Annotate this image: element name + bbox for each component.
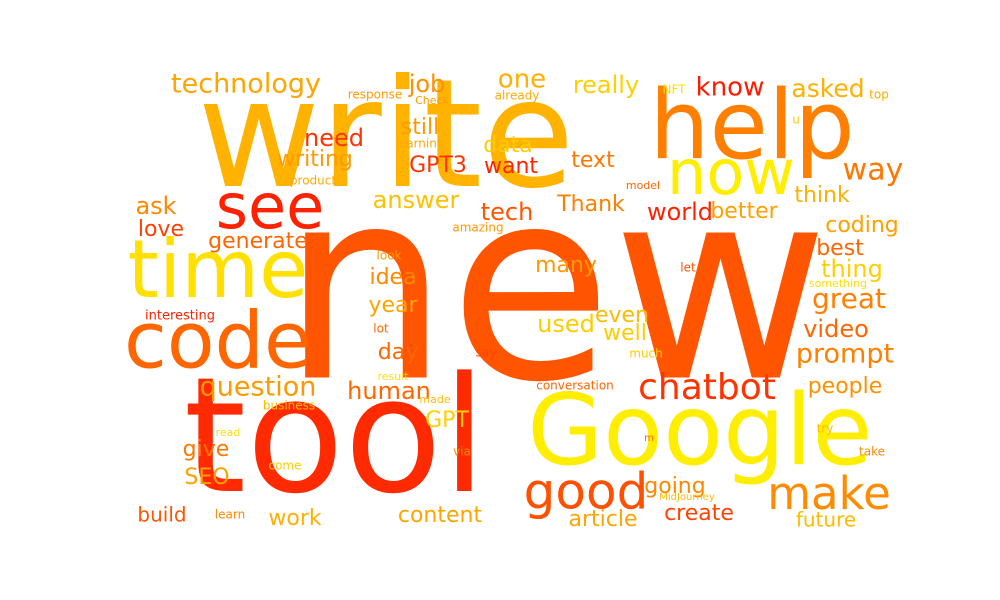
word-day: day: [378, 340, 418, 365]
word-let: let: [680, 261, 696, 275]
word-text: text: [571, 148, 615, 173]
word-need: need: [304, 124, 364, 152]
word-via: via: [453, 445, 471, 459]
word-top: top: [869, 88, 889, 102]
word-make: make: [767, 467, 891, 520]
word-response: response: [348, 88, 403, 102]
word-already: already: [495, 89, 540, 103]
word-time: time: [128, 223, 309, 316]
word-idea: idea: [369, 265, 416, 290]
word-interesting: interesting: [145, 309, 215, 324]
word-model: model: [626, 179, 660, 192]
word-world: world: [647, 198, 713, 226]
word-article: article: [568, 507, 637, 532]
word-content: content: [398, 503, 483, 528]
word-still: still: [401, 115, 439, 140]
word-made: made: [419, 393, 450, 406]
word-read: read: [216, 426, 241, 439]
word-gpt: GPT: [425, 408, 469, 433]
word-new: new: [281, 132, 829, 440]
word-much: much: [629, 347, 663, 361]
word-human: human: [347, 377, 431, 405]
word-help: help: [649, 71, 854, 181]
word-come: come: [268, 459, 301, 473]
word-best: best: [816, 236, 864, 261]
word-used: used: [537, 310, 595, 338]
word-question: question: [200, 372, 317, 403]
word-google: Google: [527, 374, 873, 488]
word-see: see: [216, 170, 325, 243]
word-say: say: [476, 346, 497, 360]
word-build: build: [137, 503, 186, 527]
word-try: try: [817, 422, 834, 436]
word-one: one: [498, 65, 546, 95]
word-want: want: [484, 154, 538, 179]
word-create: create: [664, 501, 734, 526]
word-data: data: [483, 133, 533, 158]
word-nft: NFT: [663, 83, 687, 97]
word-chatbot: chatbot: [638, 367, 776, 408]
word-business: business: [263, 399, 315, 413]
word-great: great: [812, 282, 886, 315]
word-generate: generate: [208, 229, 308, 254]
word-learning: learning: [396, 137, 445, 151]
word-amazing: amazing: [452, 221, 503, 235]
word-technology: technology: [171, 69, 321, 100]
word-tool: tool: [184, 342, 487, 529]
word-write: write: [197, 48, 574, 222]
word-good: good: [524, 463, 649, 521]
word-video: video: [803, 315, 869, 343]
word-check: Check: [415, 94, 449, 107]
word-m: m: [644, 433, 654, 444]
word-really: really: [573, 71, 639, 99]
word-conversation: conversation: [536, 379, 614, 393]
word-u: u: [792, 113, 800, 127]
word-people: people: [808, 374, 883, 399]
word-answer: answer: [373, 186, 460, 214]
word-many: many: [535, 253, 597, 278]
word-year: year: [368, 293, 418, 318]
word-thank: Thank: [556, 192, 625, 217]
word-future: future: [796, 508, 856, 532]
word-way: way: [843, 153, 904, 188]
word-gpt3: GPT3: [409, 153, 467, 178]
word-product: product: [290, 174, 336, 188]
word-code: code: [124, 296, 312, 386]
word-look: look: [377, 249, 402, 263]
word-ask: ask: [135, 192, 176, 220]
word-asked: asked: [791, 74, 864, 103]
word-thing: thing: [821, 255, 883, 283]
word-lot: lot: [373, 322, 389, 336]
word-something: something: [809, 277, 867, 290]
word-prompt: prompt: [796, 339, 894, 370]
word-well: well: [603, 321, 647, 346]
word-think: think: [794, 183, 850, 208]
word-better: better: [710, 199, 778, 224]
word-going: going: [644, 474, 705, 499]
word-result: result: [377, 370, 409, 383]
word-coding: coding: [825, 213, 899, 238]
word-even: even: [595, 303, 649, 328]
word-seo: SEO: [184, 465, 229, 490]
word-take: take: [859, 445, 885, 459]
word-work: work: [268, 506, 321, 531]
word-writing: writing: [277, 147, 353, 172]
word-know: know: [696, 73, 765, 103]
word-love: love: [138, 217, 184, 242]
word-give: give: [183, 437, 230, 462]
word-learn: learn: [215, 508, 245, 522]
word-job: job: [408, 70, 446, 98]
word-now: now: [667, 136, 795, 209]
word-midjourney: MidJourney: [659, 492, 715, 503]
word-tech: tech: [481, 198, 534, 226]
